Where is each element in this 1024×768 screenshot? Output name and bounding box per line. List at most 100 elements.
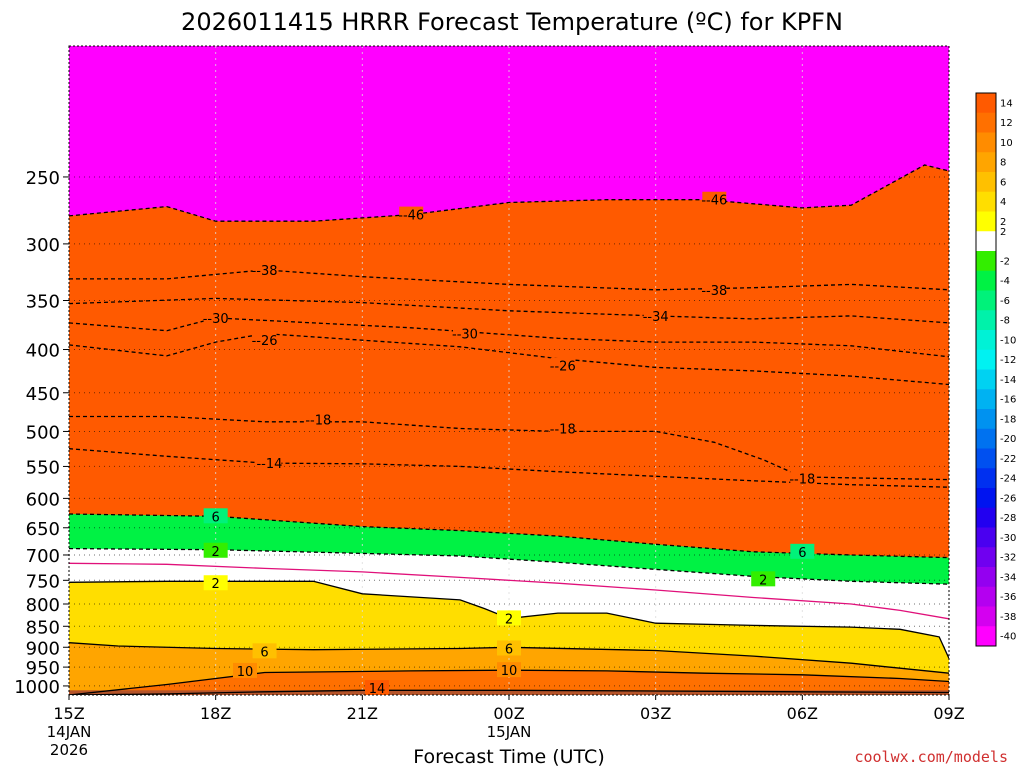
colorbar-swatch--18 <box>976 409 996 430</box>
contour-label--46: --46 <box>398 209 424 224</box>
contour-label-6: 6 <box>798 546 806 561</box>
y-tick-label-950: 950 <box>26 658 60 679</box>
colorbar-label--2: -2 <box>1000 256 1010 267</box>
contour--14-dashed <box>69 448 949 488</box>
y-tick-label-550: 550 <box>26 457 60 478</box>
contour-label-bg <box>702 281 727 297</box>
contour-label-10: 10 <box>501 664 518 679</box>
contour-label--30: --30 <box>452 328 478 343</box>
contour-2-solid <box>69 580 949 659</box>
contour-label-2: 2 <box>212 545 220 560</box>
y-tick-label-850: 850 <box>26 617 60 638</box>
y-tick-label-600: 600 <box>26 489 60 510</box>
colorbar-swatch-10 <box>976 132 996 153</box>
contour-label-14: 14 <box>369 682 386 697</box>
colorbar-swatch-14 <box>976 93 996 114</box>
contour-label-2: 2 <box>759 573 767 588</box>
contour--26-dashed <box>69 332 949 386</box>
colorbar-swatch--22 <box>976 448 996 469</box>
contour-label-bg <box>790 543 815 559</box>
x-tick-label-18Z: 18Z <box>200 704 231 723</box>
colorbar-swatch--40 <box>976 626 996 647</box>
contour-label-bg <box>399 206 424 222</box>
contour-label-bg <box>252 261 277 277</box>
colorbar-swatch--30 <box>976 527 996 548</box>
y-tick-label-800: 800 <box>26 595 60 616</box>
colorbar-label--18: -18 <box>1000 414 1016 425</box>
contour--18-dashed <box>69 415 949 481</box>
x-axis-label: Forecast Time (UTC) <box>413 746 604 768</box>
colorbar-label--8: -8 <box>1000 316 1010 327</box>
colorbar-label--22: -22 <box>1000 454 1016 465</box>
colorbar-label--14: -14 <box>1000 375 1016 386</box>
contour-label-bg <box>497 610 521 626</box>
colorbar-swatch--6 <box>976 290 996 311</box>
contour-label-bg <box>702 191 727 207</box>
contour-layer: 14 10 10 6 6 2 2 2 2 6 6 --14 --18 --18 --18 --26 --26 --… <box>69 164 949 697</box>
surface-strip <box>69 690 949 695</box>
contour-label-bg <box>233 662 257 678</box>
y-tick-label-500: 500 <box>26 422 60 443</box>
x-tick-sublabel-15JAN: 15JAN <box>487 723 532 741</box>
colorbar-swatch--4 <box>976 270 996 291</box>
colorbar-label-4: 4 <box>1000 197 1006 208</box>
colorbar-swatch--10 <box>976 330 996 351</box>
contour-label-2: 2 <box>212 577 220 592</box>
colorbar-label-6: 6 <box>1000 177 1006 188</box>
colorbar-label--24: -24 <box>1000 474 1016 485</box>
y-tick-label-900: 900 <box>26 638 60 659</box>
y-tick-label-650: 650 <box>26 519 60 540</box>
colorbar-boundary-label-2: 2 <box>1000 227 1006 238</box>
colorbar-swatch--28 <box>976 507 996 528</box>
colorbar-swatch--12 <box>976 349 996 370</box>
colorbar-legend: 14 12 10 8 6 4 2 -2 -4 -6 -8 -10 -12 -14 -16 -18 -20 -22 -… <box>975 92 1016 647</box>
colorbar-swatch-4 <box>976 191 996 212</box>
contour-14-solid <box>69 689 949 695</box>
contour-label-bg <box>203 542 228 558</box>
y-tick-label-250: 250 <box>26 168 60 189</box>
contour-label--38: --38 <box>701 284 727 299</box>
colorbar-swatch-6 <box>976 172 996 193</box>
y-tick-label-300: 300 <box>26 235 60 256</box>
colorbar-label-12: 12 <box>1000 118 1013 129</box>
contour-label--26: --26 <box>550 360 576 375</box>
colorbar-label--40: -40 <box>1000 632 1016 643</box>
contour-label-bg <box>203 575 228 591</box>
contour-label-bg <box>550 420 575 436</box>
x-tick-sublabel-14JAN: 14JAN <box>47 723 92 741</box>
contour-label-bg <box>497 662 521 678</box>
contour-label-bg <box>453 325 477 341</box>
contour-label-2: 2 <box>505 612 513 627</box>
colorbar-swatch--34 <box>976 567 996 588</box>
colorbar-label--16: -16 <box>1000 395 1016 406</box>
y-tick-label-700: 700 <box>26 546 60 567</box>
colorbar-label--20: -20 <box>1000 434 1016 445</box>
contour-label--14: --14 <box>256 457 282 472</box>
x-tick-label-21Z: 21Z <box>347 704 378 723</box>
y-tick-label-1000: 1000 <box>14 677 60 698</box>
contour-6-solid <box>69 642 949 674</box>
y-tick-label-350: 350 <box>26 291 60 312</box>
y-tick-label-750: 750 <box>26 571 60 592</box>
contour-label--26: --26 <box>252 334 278 349</box>
contour-label-bg <box>550 357 575 373</box>
colorbar-label--6: -6 <box>1000 296 1010 307</box>
contour-label-bg <box>257 455 282 471</box>
contour-label--46: --46 <box>701 194 727 209</box>
contour-label-bg <box>306 411 331 427</box>
contour-label-bg <box>790 470 815 486</box>
colorbar-label-2: 2 <box>1000 217 1006 228</box>
colorbar-label--36: -36 <box>1000 592 1016 603</box>
x-tick-label-00Z: 00Z <box>493 704 524 723</box>
contour-label-bg <box>252 332 277 348</box>
credit-text: coolwx.com/models <box>854 748 1008 766</box>
colorbar-swatch--20 <box>976 428 996 449</box>
colorbar-swatch--16 <box>976 389 996 410</box>
colorbar-swatch--2 <box>976 251 996 272</box>
x-tick-year-label: 2026 <box>50 741 88 759</box>
chart-title: 2026011415 HRRR Forecast Temperature (ºC… <box>181 8 843 36</box>
contour--34-dashed <box>69 297 949 324</box>
contour-2-dashed <box>69 547 949 585</box>
